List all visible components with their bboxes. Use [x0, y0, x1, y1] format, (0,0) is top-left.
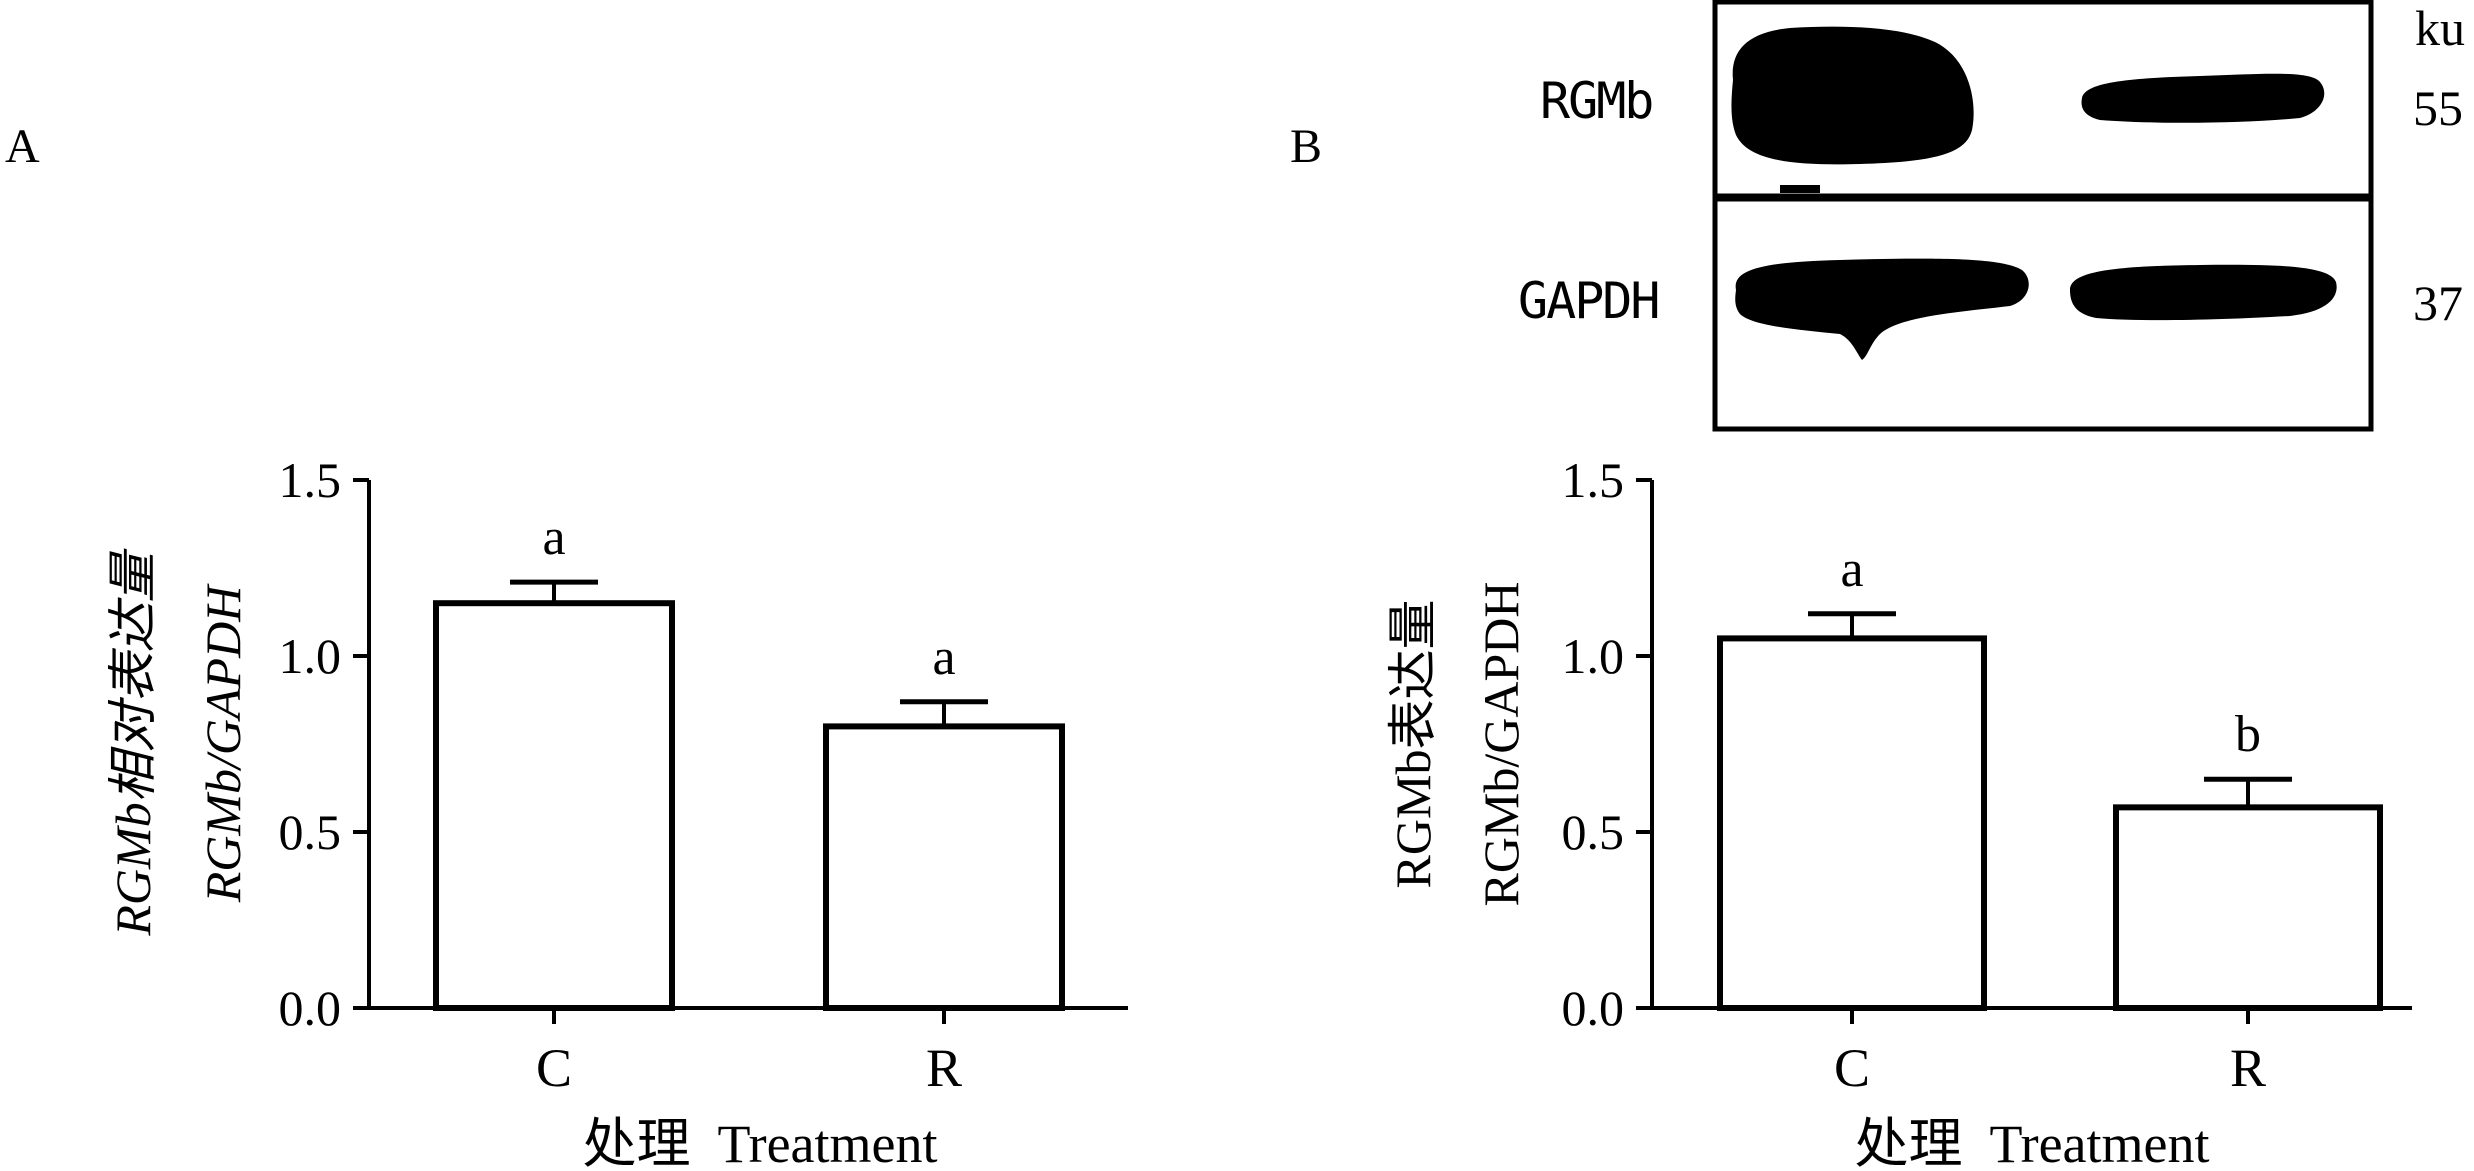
- y-ticks-a: 0.0 0.5 1.0 1.5: [279, 452, 369, 1036]
- category-label: C: [536, 1038, 572, 1098]
- blot-row-label-rgmb: RGMb: [1540, 72, 1652, 130]
- blot-size-gapdh: 37: [2413, 275, 2463, 331]
- y-axis-label-b-line2: RGMb/GAPDH: [1473, 581, 1529, 906]
- panel-label-b: B: [1290, 120, 1322, 173]
- blot-band-gapdh-treated: [2070, 264, 2337, 321]
- y-tick-label: 0.5: [279, 804, 342, 860]
- panel-label-a: A: [5, 120, 40, 173]
- bars-a: a Ca R: [433, 509, 1065, 1098]
- significance-label: a: [932, 629, 955, 686]
- y-ticks-b: 0.0 0.5 1.0 1.5: [1562, 452, 1652, 1036]
- bars-b: a Cb R: [1717, 541, 2383, 1098]
- bar-r-b: [2113, 804, 2383, 1011]
- significance-label: a: [542, 509, 565, 566]
- y-axis-label-a-line1: RGMb相对表达量: [105, 548, 161, 936]
- bar-chart-a: 0.0 0.5 1.0 1.5 a Ca R RGMb相对表达量 RGMb/GAPDH 处…: [105, 452, 1128, 1171]
- bar-c-b: [1717, 635, 1987, 1012]
- blot-frame-bottom: [1712, 196, 2374, 432]
- blot-band-rgmb-treated: [2081, 73, 2325, 123]
- y-tick-label: 1.5: [1562, 452, 1625, 508]
- category-label: R: [926, 1038, 962, 1098]
- category-label: C: [1834, 1038, 1870, 1098]
- blot-band-rgmb-control-speck: [1780, 185, 1820, 193]
- y-axis-label-b-line1: RGMb表达量: [1385, 600, 1441, 889]
- bar-chart-b: 0.0 0.5 1.0 1.5 a Cb R RGMb表达量 RGMb/GAPDH 处理 …: [1385, 452, 2412, 1171]
- bar-r-a: [823, 723, 1065, 1012]
- significance-label: b: [2235, 706, 2261, 763]
- x-axis-label-b: 处理 Treatment: [1855, 1114, 2210, 1171]
- blot-unit-label: ku: [2415, 0, 2465, 56]
- bar-c-a: [433, 600, 675, 1011]
- y-tick-label: 1.0: [279, 628, 342, 684]
- blot-size-rgmb: 55: [2413, 80, 2463, 136]
- blot-band-gapdh-control: [1735, 258, 2029, 360]
- y-axis-label-a-line2: RGMb/GAPDH: [195, 583, 251, 903]
- blot-row-label-gapdh: GAPDH: [1518, 272, 1659, 330]
- blot-frame-top: [1712, 0, 2374, 199]
- y-tick-label: 0.0: [1562, 980, 1625, 1036]
- significance-label: a: [1840, 541, 1863, 598]
- y-tick-label: 1.5: [279, 452, 342, 508]
- x-axis-label-a: 处理 Treatment: [583, 1114, 938, 1171]
- y-tick-label: 0.0: [279, 980, 342, 1036]
- blot-band-rgmb-control: [1731, 26, 1974, 165]
- y-tick-label: 1.0: [1562, 628, 1625, 684]
- western-blot: RGMb GAPDH ku 55 37: [1518, 0, 2465, 432]
- y-tick-label: 0.5: [1562, 804, 1625, 860]
- category-label: R: [2230, 1038, 2266, 1098]
